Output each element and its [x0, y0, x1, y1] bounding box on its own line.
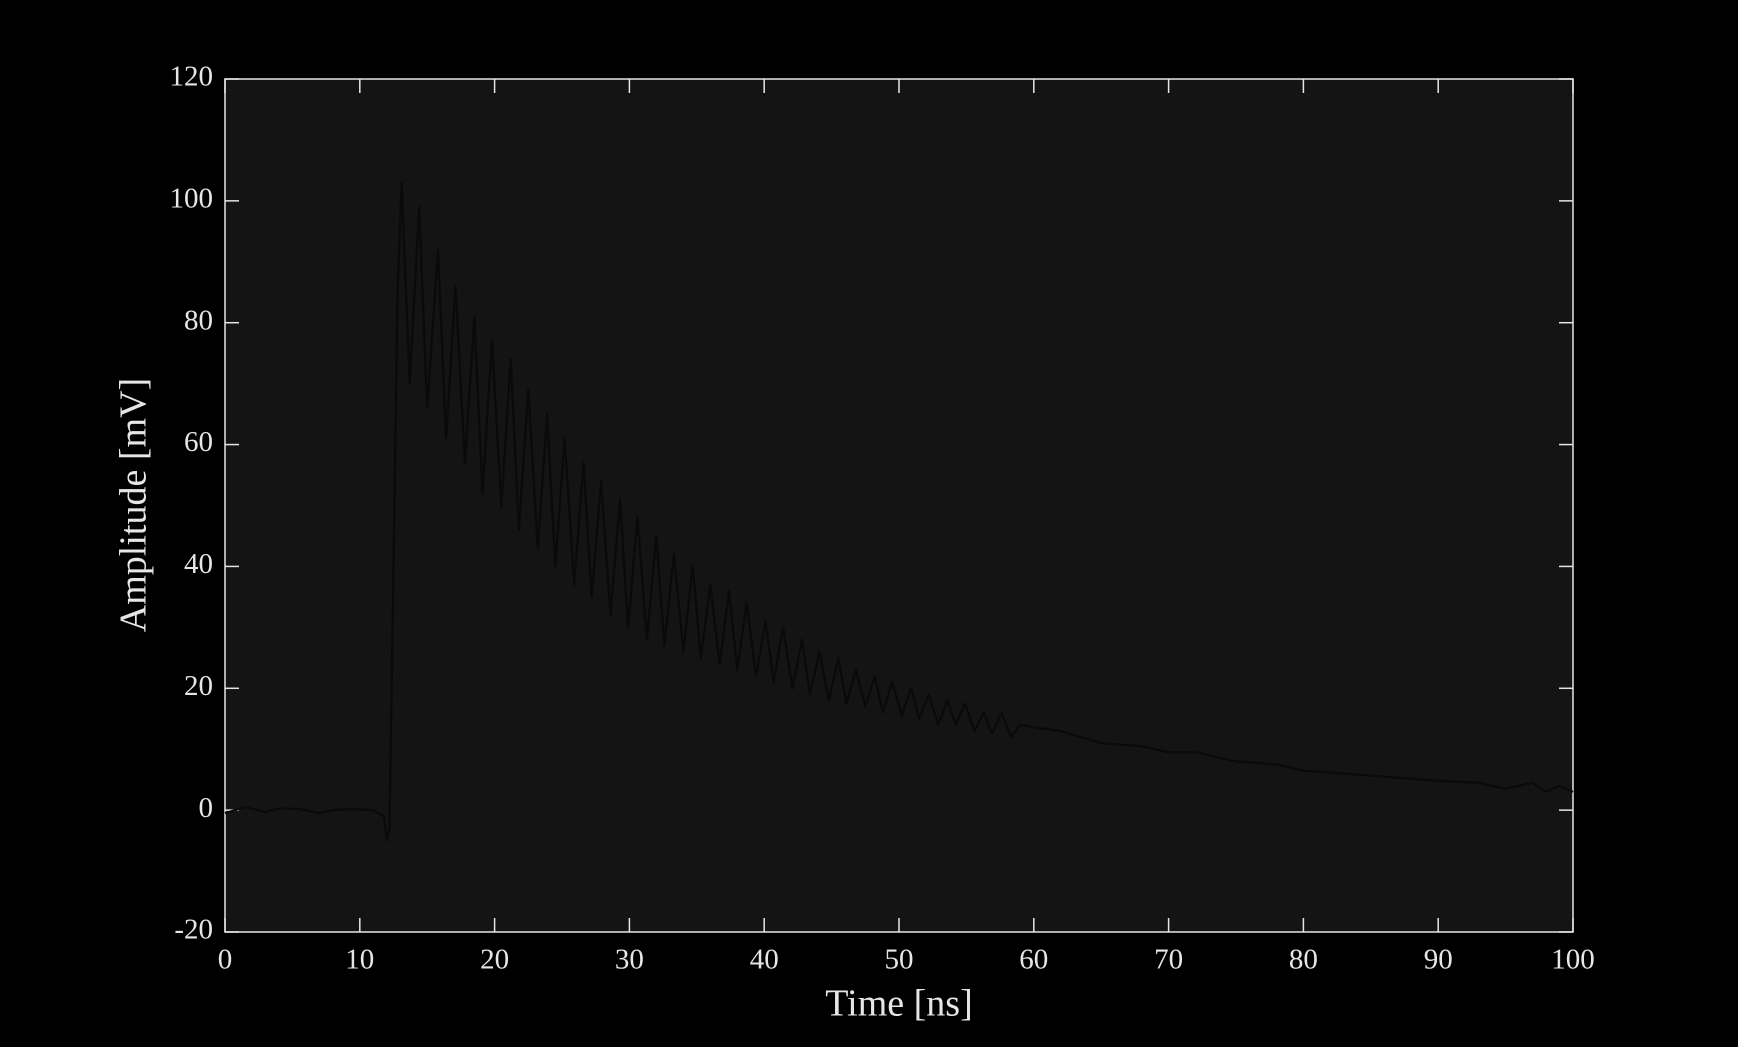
y-tick-label: 0: [199, 792, 214, 824]
x-tick-label: 20: [480, 944, 509, 976]
y-axis-label: Amplitude [mV]: [113, 378, 155, 632]
x-tick-label: 90: [1424, 944, 1453, 976]
x-tick-label: 10: [345, 944, 374, 976]
x-tick-label: 30: [615, 944, 644, 976]
x-axis-label: Time [ns]: [825, 983, 972, 1025]
x-tick-label: 60: [1019, 944, 1048, 976]
y-tick-label: 80: [184, 304, 213, 336]
x-tick-label: 0: [218, 944, 233, 976]
x-tick-label: 50: [885, 944, 914, 976]
y-tick-label: 100: [170, 183, 214, 215]
y-tick-label: 40: [184, 548, 213, 580]
x-tick-label: 40: [750, 944, 779, 976]
x-tick-label: 100: [1551, 944, 1595, 976]
plot-area: [224, 78, 1574, 933]
x-tick-label: 80: [1289, 944, 1318, 976]
x-tick-label: 70: [1154, 944, 1183, 976]
y-tick-label: 120: [170, 61, 214, 93]
y-tick-label: 20: [184, 670, 213, 702]
signal-line: [224, 181, 1574, 842]
y-tick-label: -20: [174, 914, 213, 946]
y-tick-label: 60: [184, 426, 213, 458]
